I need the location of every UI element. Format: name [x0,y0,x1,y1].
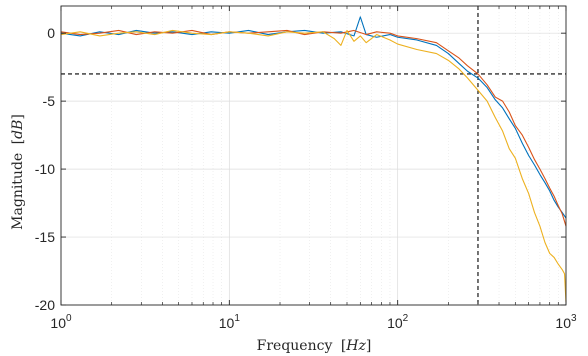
x-tick-label: 102 [387,313,409,331]
series-line-2 [60,29,567,227]
y-tick-label: 0 [47,25,55,41]
series-line-1 [60,16,567,219]
y-axis-unit: dB [10,120,26,139]
series-group [60,16,567,303]
plot-background [61,6,566,305]
x-axis-label-text: Frequency [257,338,333,354]
series-line-3 [60,29,567,303]
axes-box [60,5,567,306]
y-tick-label: -5 [43,93,56,109]
x-axis-unit: Hz [345,338,366,354]
y-axis-label: Magnitude [dB] [10,114,26,230]
plot-area [61,6,566,305]
y-tick-label: -10 [35,161,55,177]
y-tick-labels: 0 -5 -10 -15 -20 [35,25,55,313]
plot-frame [60,5,567,306]
x-tick-label: 103 [555,313,577,331]
x-tick-label: 100 [50,313,72,331]
x-tick-label: 101 [219,313,241,331]
y-tick-label: -15 [35,229,55,245]
reference-lines [61,6,566,305]
y-axis-label-text: Magnitude [10,153,26,230]
y-tick-label: -20 [35,297,55,313]
minor-grid [111,6,559,305]
x-axis-label: Frequency [Hz] [257,338,372,354]
x-tick-labels: 100 101 102 103 [50,313,577,331]
